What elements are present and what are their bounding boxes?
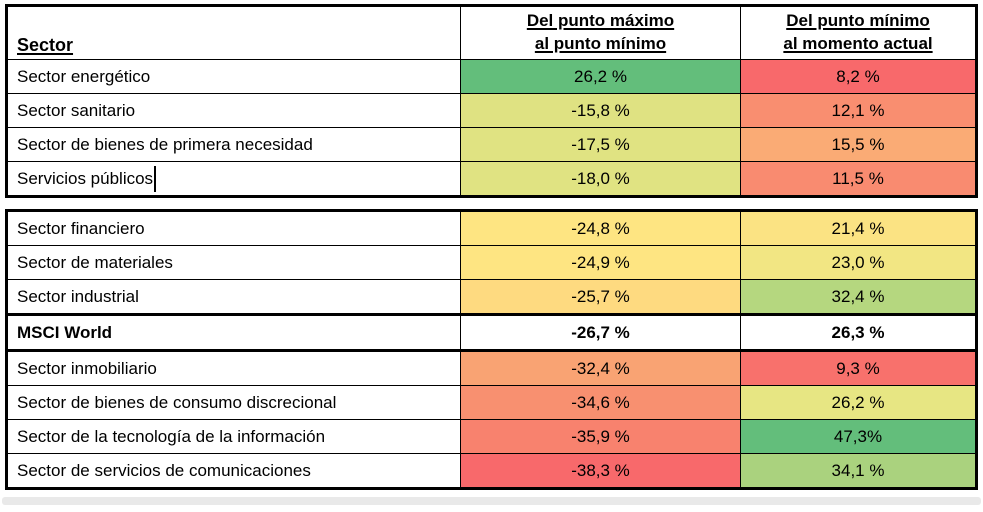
min-to-now-cell[interactable]: 12,1 % — [740, 94, 975, 127]
max-to-min-cell[interactable]: -17,5 % — [460, 128, 740, 161]
min-to-now-cell[interactable]: 47,3% — [740, 420, 975, 453]
column-header-max-to-min[interactable]: Del punto máximo al punto mínimo — [460, 7, 740, 59]
sector-cell[interactable]: MSCI World — [8, 316, 460, 349]
min-to-now-cell[interactable]: 26,3 % — [740, 316, 975, 349]
sector-label: Sector de la tecnología de la informació… — [17, 426, 326, 446]
table-row: Sector industrial -25,7 % 32,4 % — [8, 279, 975, 313]
table-row: Sector energético 26,2 % 8,2 % — [8, 59, 975, 93]
sector-header-label: Sector — [17, 35, 74, 55]
value-label: 15,5 % — [831, 134, 885, 154]
sector-cell[interactable]: Sector de la tecnología de la informació… — [8, 420, 460, 453]
table-row: Sector inmobiliario -32,4 % 9,3 % — [8, 352, 975, 385]
sector-cell[interactable]: Sector sanitario — [8, 94, 460, 127]
value-label: -24,8 % — [571, 218, 630, 238]
header-line: al punto mínimo — [534, 34, 667, 53]
max-to-min-cell[interactable]: -32,4 % — [460, 352, 740, 385]
table-top-block: Sector Del punto máximo al punto mínimo … — [5, 4, 978, 198]
value-label: -15,8 % — [571, 100, 630, 120]
max-to-min-cell[interactable]: -24,8 % — [460, 212, 740, 245]
header-line: Del punto mínimo — [786, 11, 930, 31]
max-to-min-cell[interactable]: -35,9 % — [460, 420, 740, 453]
column-header-min-to-now[interactable]: Del punto mínimo al momento actual — [740, 7, 975, 59]
value-label: 34,1 % — [831, 460, 885, 480]
value-label: -35,9 % — [571, 426, 630, 446]
value-label: 8,2 % — [836, 66, 880, 86]
max-to-min-cell[interactable]: -24,9 % — [460, 246, 740, 279]
table-row: Sector de materiales -24,9 % 23,0 % — [8, 245, 975, 279]
value-label: 21,4 % — [831, 218, 885, 238]
value-label: 32,4 % — [831, 286, 885, 306]
sector-label: Sector de bienes de primera necesidad — [17, 134, 313, 154]
value-label: -26,7 % — [571, 322, 630, 342]
min-to-now-cell[interactable]: 15,5 % — [740, 128, 975, 161]
text-cursor — [154, 165, 156, 192]
max-to-min-cell[interactable]: -26,7 % — [460, 316, 740, 349]
value-label: -32,4 % — [571, 358, 630, 378]
value-label: -38,3 % — [571, 460, 630, 480]
sector-label: Sector de materiales — [17, 252, 173, 272]
min-to-now-cell[interactable]: 34,1 % — [740, 454, 975, 487]
max-to-min-cell[interactable]: 26,2 % — [460, 60, 740, 93]
sector-label: Sector de bienes de consumo discrecional — [17, 392, 337, 412]
header-line: Del punto máximo — [526, 11, 675, 31]
value-label: 26,2 % — [574, 66, 627, 86]
min-to-now-cell[interactable]: 26,2 % — [740, 386, 975, 419]
sector-cell[interactable]: Sector industrial — [8, 280, 460, 313]
horizontal-scrollbar[interactable] — [2, 497, 981, 505]
sector-cell[interactable]: Sector de servicios de comunicaciones — [8, 454, 460, 487]
max-to-min-cell[interactable]: -15,8 % — [460, 94, 740, 127]
value-label: 26,3 % — [831, 322, 885, 342]
value-label: -25,7 % — [571, 286, 630, 306]
max-to-min-cell[interactable]: -34,6 % — [460, 386, 740, 419]
sector-label: Sector industrial — [17, 286, 139, 306]
table-row: Servicios públicos -18,0 % 11,5 % — [8, 161, 975, 195]
table-row: Sector de bienes de consumo discrecional… — [8, 385, 975, 419]
sector-label: Sector energético — [17, 66, 151, 86]
max-to-min-cell[interactable]: -25,7 % — [460, 280, 740, 313]
value-label: -34,6 % — [571, 392, 630, 412]
sector-label: Sector inmobiliario — [17, 358, 157, 378]
sector-label: Sector sanitario — [17, 100, 136, 120]
table-bottom-block: Sector financiero -24,8 % 21,4 % Sector … — [5, 209, 978, 490]
value-label: -17,5 % — [571, 134, 630, 154]
table-row: Sector de bienes de primera necesidad -1… — [8, 127, 975, 161]
min-to-now-cell[interactable]: 32,4 % — [740, 280, 975, 313]
sector-label: Sector financiero — [17, 218, 145, 238]
sector-label: Sector de servicios de comunicaciones — [17, 460, 311, 480]
max-to-min-cell[interactable]: -18,0 % — [460, 162, 740, 195]
sector-cell-editing[interactable]: Servicios públicos — [8, 162, 460, 195]
table-row: Sector financiero -24,8 % 21,4 % — [8, 212, 975, 245]
value-label: 11,5 % — [832, 168, 884, 188]
sector-cell[interactable]: Sector energético — [8, 60, 460, 93]
sector-cell[interactable]: Sector de materiales — [8, 246, 460, 279]
column-header-sector[interactable]: Sector — [8, 7, 460, 59]
min-to-now-cell[interactable]: 23,0 % — [740, 246, 975, 279]
value-label: -24,9 % — [571, 252, 630, 272]
table-row: Sector de la tecnología de la informació… — [8, 419, 975, 453]
min-to-now-cell[interactable]: 21,4 % — [740, 212, 975, 245]
sector-cell[interactable]: Sector inmobiliario — [8, 352, 460, 385]
value-label: 12,1 % — [831, 100, 885, 120]
table-row: Sector de servicios de comunicaciones -3… — [8, 453, 975, 487]
value-label: 26,2 % — [831, 392, 885, 412]
sector-label: Servicios públicos — [17, 168, 154, 188]
table-row: Sector sanitario -15,8 % 12,1 % — [8, 93, 975, 127]
header-line: al momento actual — [783, 34, 933, 53]
value-label: 23,0 % — [831, 252, 885, 272]
value-label: 9,3 % — [836, 358, 880, 378]
header-row: Sector Del punto máximo al punto mínimo … — [8, 7, 975, 59]
min-to-now-cell[interactable]: 8,2 % — [740, 60, 975, 93]
min-to-now-cell[interactable]: 11,5 % — [740, 162, 975, 195]
sector-cell[interactable]: Sector de bienes de consumo discrecional — [8, 386, 460, 419]
value-label: 47,3% — [833, 426, 883, 446]
min-to-now-cell[interactable]: 9,3 % — [740, 352, 975, 385]
table-row-msci-world: MSCI World -26,7 % 26,3 % — [8, 313, 975, 352]
max-to-min-cell[interactable]: -38,3 % — [460, 454, 740, 487]
sector-cell[interactable]: Sector financiero — [8, 212, 460, 245]
value-label: -18,0 % — [571, 168, 630, 188]
sector-label: MSCI World — [17, 322, 113, 342]
sector-cell[interactable]: Sector de bienes de primera necesidad — [8, 128, 460, 161]
